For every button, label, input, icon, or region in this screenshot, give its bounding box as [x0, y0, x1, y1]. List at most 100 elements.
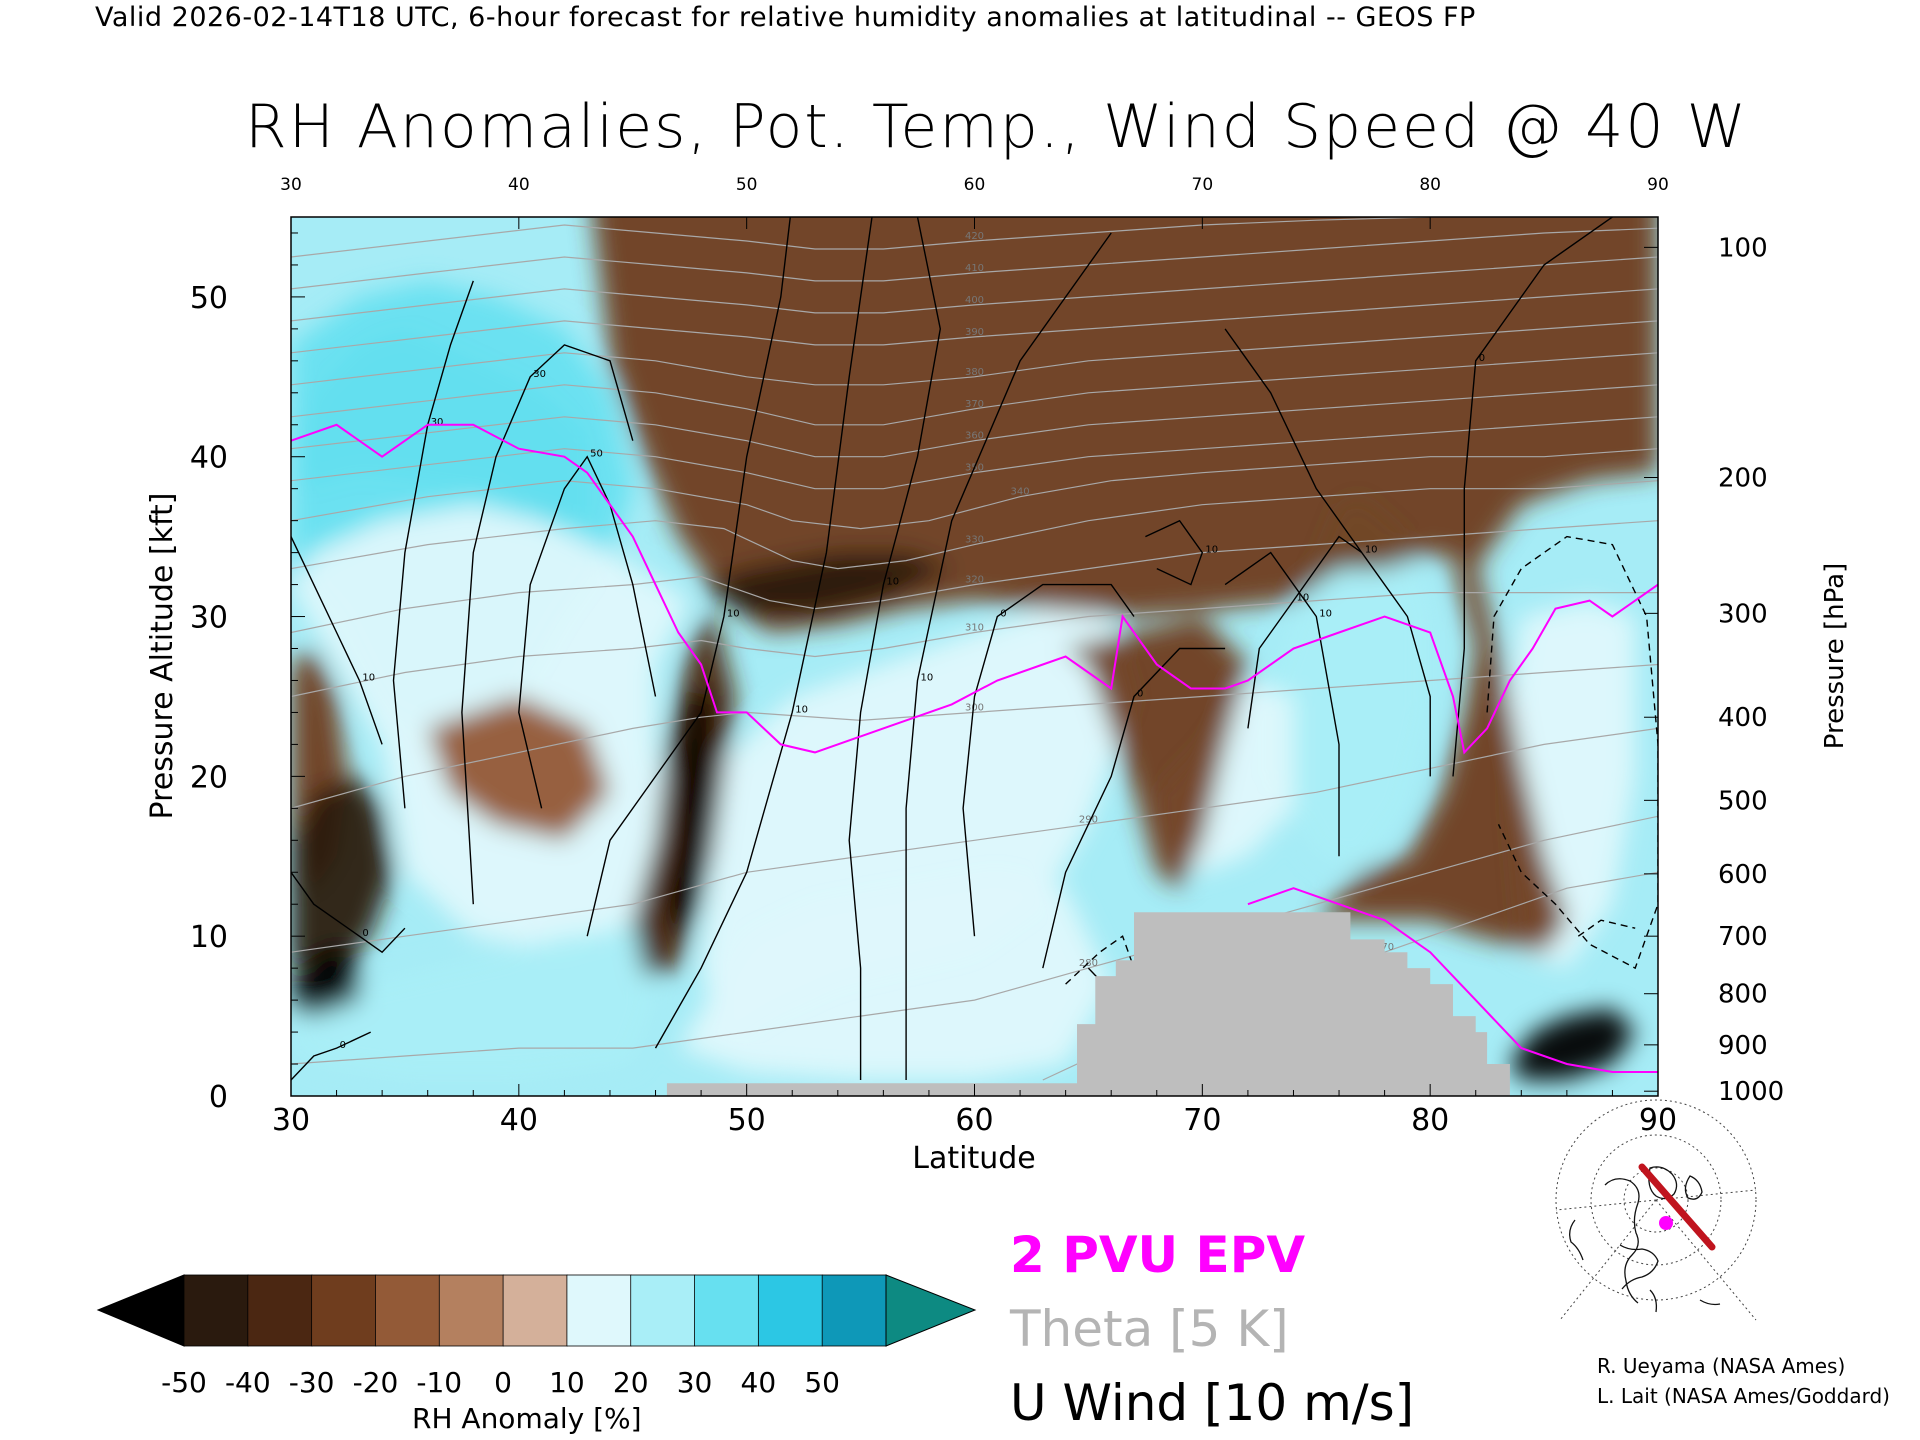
x-tick-label: 30	[272, 1103, 310, 1138]
wind-contour	[848, 217, 942, 1080]
colorbar-label: RH Anomaly [%]	[412, 1402, 642, 1435]
theta-contour	[291, 416, 1658, 490]
colorbar-tick-label: -50	[161, 1366, 207, 1399]
x-tick-label-top: 80	[1419, 175, 1441, 195]
rh-anomaly-region	[1509, 1008, 1636, 1080]
x-tick-label: 50	[728, 1103, 766, 1138]
legend-epv: 2 PVU EPV	[1010, 1226, 1306, 1284]
colorbar-tick-label: -10	[416, 1366, 462, 1399]
theta-contour-label: 400	[965, 295, 984, 306]
theta-contour-label: 370	[965, 399, 984, 410]
credit-line-2: L. Lait (NASA Ames/Goddard)	[1597, 1384, 1890, 1408]
legend-uwind: U Wind [10 m/s]	[1010, 1374, 1415, 1432]
colorbar-swatch	[247, 1274, 313, 1347]
wind-contour-label: 10	[1296, 593, 1309, 604]
wind-contour	[1145, 519, 1204, 586]
theta-contour-label: 330	[965, 535, 984, 546]
colorbar-tick-label: 40	[741, 1366, 777, 1399]
pressure-tick-label: 1000	[1718, 1077, 1784, 1107]
wind-contour	[962, 583, 1135, 937]
colorbar-swatch	[183, 1274, 249, 1347]
cross-section-track	[1638, 1163, 1716, 1251]
wind-contour-label: 30	[431, 417, 444, 428]
wind-contour-label: 10	[1319, 609, 1332, 620]
y-axis-label: Pressure Altitude [kft]	[145, 493, 180, 820]
theta-contour-label: 290	[1079, 814, 1098, 825]
terrain-mask	[666, 912, 1510, 1096]
x-tick-label-top: 70	[1192, 175, 1214, 195]
theta-contour	[291, 288, 1658, 354]
y2-axis-label: Pressure [hPa]	[1820, 563, 1850, 750]
colorbar-swatch	[375, 1274, 441, 1347]
y-tick-label: 40	[190, 441, 228, 476]
theta-contour-label: 390	[965, 327, 984, 338]
wind-contour-label: 10	[727, 609, 740, 620]
epv-2pvu-contour	[291, 423, 1658, 755]
theta-contour-label: 410	[965, 263, 984, 274]
y-tick-label: 10	[190, 920, 228, 955]
wind-contour-negative	[1577, 919, 1636, 937]
colorbar-tick-label: 0	[494, 1366, 512, 1399]
x-tick-label-top: 60	[964, 175, 986, 195]
x-tick-label: 80	[1411, 1103, 1449, 1138]
credit-line-1: R. Ueyama (NASA Ames)	[1597, 1354, 1846, 1378]
wind-contour-negative	[1486, 535, 1658, 970]
colorbar-swatch	[694, 1274, 760, 1347]
wind-contour	[291, 1031, 371, 1081]
pressure-tick-label: 400	[1718, 703, 1768, 733]
colorbar-swatch	[821, 1274, 887, 1347]
theta-contour	[291, 520, 1658, 634]
theta-contour-label: 420	[965, 231, 984, 242]
colorbar-swatch	[630, 1274, 696, 1347]
theta-contour-label: 360	[965, 431, 984, 442]
theta-contour	[291, 480, 1658, 570]
x-tick-label: 60	[955, 1103, 993, 1138]
colorbar-tick-label: 30	[677, 1366, 713, 1399]
x-tick-label: 90	[1639, 1103, 1677, 1138]
theta-contour	[291, 320, 1658, 386]
theta-contour-label: 320	[965, 575, 984, 586]
chart-title: RH Anomalies, Pot. Temp., Wind Speed @ 4…	[245, 92, 1748, 162]
theta-contour-label: 300	[965, 702, 984, 713]
colorbar-swatch	[757, 1274, 824, 1347]
y-tick-label: 30	[190, 601, 228, 636]
colorbar-tick-label: 50	[804, 1366, 840, 1399]
theta-contour	[291, 352, 1658, 426]
theta-contour	[291, 256, 1658, 322]
pressure-tick-label: 200	[1718, 464, 1768, 494]
theta-contour-label: 340	[1011, 487, 1030, 498]
colorbar-tick-label: -20	[353, 1366, 399, 1399]
wind-contour	[586, 217, 792, 937]
theta-contour-label: 310	[965, 623, 984, 634]
wind-contour-label: 10	[362, 672, 375, 683]
wind-contour-label: 10	[886, 577, 899, 588]
pressure-tick-label: 100	[1718, 233, 1768, 263]
theta-contour	[291, 384, 1658, 458]
figure-header: Valid 2026-02-14T18 UTC, 6-hour forecast…	[95, 2, 1476, 33]
location-marker	[1659, 1216, 1673, 1230]
x-tick-label: 70	[1183, 1103, 1221, 1138]
wind-contour	[905, 232, 1112, 1080]
wind-contour	[291, 871, 406, 954]
terrain-fill	[666, 912, 1510, 1096]
legend-theta: Theta [5 K]	[1010, 1300, 1289, 1358]
rh-anomaly-region	[666, 688, 713, 945]
wind-contours: 3030501010101001001010101000100	[291, 217, 1658, 1081]
rh-anomaly-region	[701, 552, 952, 617]
colorbar-over-triangle	[885, 1274, 977, 1347]
x-tick-label-top: 30	[280, 175, 302, 195]
epv-2pvu-line	[291, 423, 1658, 1073]
rh-anomaly-region	[1270, 496, 1431, 873]
epv-2pvu-contour	[1247, 887, 1658, 1073]
wind-contour	[1042, 647, 1226, 969]
wind-contour-label: 0	[1000, 609, 1006, 620]
wind-contour-negative	[1065, 935, 1135, 985]
wind-contour	[518, 455, 657, 809]
y-tick-label: 20	[190, 760, 228, 795]
wind-contour-label: 0	[1137, 688, 1143, 699]
colorbar-tick-label: -30	[289, 1366, 335, 1399]
pressure-tick-label: 800	[1718, 980, 1768, 1010]
pressure-tick-label: 600	[1718, 860, 1768, 890]
y-tick-label: 0	[209, 1080, 228, 1115]
